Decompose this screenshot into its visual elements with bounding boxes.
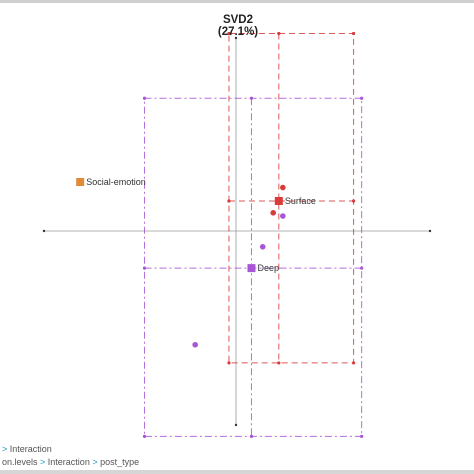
y-axis-title-line1: SVD2 <box>222 14 254 26</box>
group-box-corner-deep <box>360 266 364 270</box>
breadcrumb-item[interactable]: Interaction <box>47 457 90 467</box>
point-label: Deep <box>257 263 279 274</box>
point-label: Social-emotion <box>86 177 146 188</box>
group-box-corner-deep <box>249 434 254 438</box>
individual-point <box>259 244 266 250</box>
group-box-corner-deep <box>249 96 254 100</box>
breadcrumb-separator: > <box>2 444 10 454</box>
group-box-corner-surface <box>227 31 231 36</box>
breadcrumb-separator: > <box>89 457 101 467</box>
breadcrumb-item[interactable]: Interaction <box>9 444 52 454</box>
breadcrumb-row-2: on.levels > Interaction > post_type <box>2 457 139 468</box>
breadcrumb-item[interactable]: post_type <box>100 457 140 467</box>
category-marker <box>247 264 256 273</box>
x-axis-end-mark <box>42 229 46 233</box>
top-border <box>0 0 474 3</box>
group-box-corner-surface <box>352 199 356 203</box>
group-box-corner-surface <box>277 361 281 365</box>
category-marker <box>76 178 85 187</box>
group-box-corner-surface <box>227 199 231 203</box>
individual-point <box>192 341 198 348</box>
group-box-corner-deep <box>142 434 147 438</box>
y-axis-end-mark <box>234 36 238 40</box>
group-box-corner-surface <box>352 31 356 36</box>
individual-point <box>280 184 286 191</box>
group-box-corner-deep <box>360 96 364 100</box>
y-axis-end-mark <box>234 423 238 427</box>
category-marker <box>274 196 283 205</box>
breadcrumb-item[interactable]: on.levels <box>2 457 38 467</box>
breadcrumb: > Interaction on.levels > Interaction > … <box>0 441 474 474</box>
group-box-corner-deep <box>360 434 364 438</box>
group-box-corner-deep <box>142 96 147 100</box>
group-box-corner-surface <box>277 31 281 36</box>
group-box-corner-deep <box>142 266 147 270</box>
x-axis-end-mark <box>428 229 432 233</box>
y-axis-title-line2: (27.1%) <box>217 26 259 38</box>
point-label: Surface <box>284 195 316 206</box>
breadcrumb-separator: > <box>37 457 48 467</box>
individual-point <box>270 210 276 216</box>
breadcrumb-row-1: > Interaction <box>2 444 52 455</box>
bottom-scrollbar[interactable] <box>0 470 474 474</box>
group-box-corner-surface <box>227 361 231 365</box>
group-box-corner-surface <box>352 361 356 365</box>
individual-point <box>280 213 286 219</box>
group-box-surface <box>228 33 355 364</box>
